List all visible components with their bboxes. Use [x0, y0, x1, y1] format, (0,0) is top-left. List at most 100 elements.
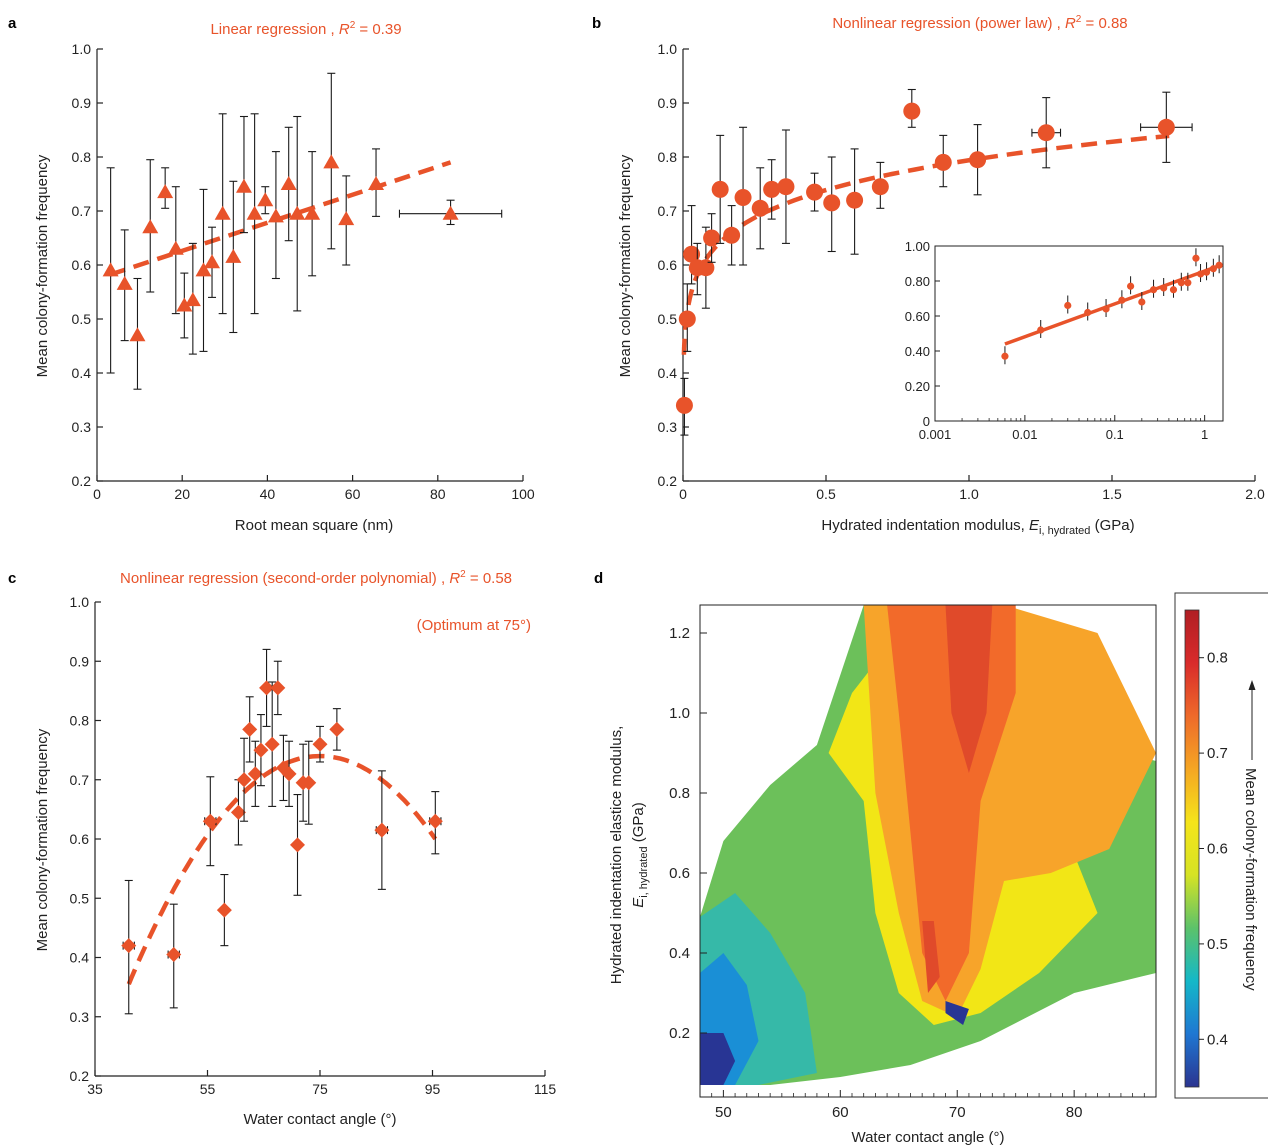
y-tick-label: 1.0	[72, 41, 92, 57]
y-tick-label: 0.5	[72, 311, 92, 327]
colorbar-arrow-head	[1248, 680, 1256, 690]
inset-data-point	[1177, 279, 1185, 287]
y-tick-label: 0.6	[72, 257, 92, 273]
data-point-circle	[703, 229, 721, 247]
y-tick-label: 0.9	[658, 95, 678, 111]
colorbar-label: Mean colony-formation frequency	[1242, 768, 1259, 991]
inset-x-tick-label: 0.1	[1106, 427, 1124, 442]
data-point-diamond	[121, 938, 137, 954]
data-point-circle	[697, 259, 715, 277]
data-point-triangle	[289, 205, 306, 220]
x-tick-label: 75	[312, 1081, 328, 1097]
data-point-circle	[846, 191, 864, 209]
panel-b-xlabel: Hydrated indentation modulus, Ei, hydrat…	[821, 517, 1134, 537]
panel-d-ylabel-sub: i, hydrated	[638, 846, 650, 897]
x-tick-label: 100	[511, 486, 535, 502]
data-point-diamond	[329, 721, 345, 737]
x-tick-label: 35	[87, 1081, 103, 1097]
data-point-triangle	[214, 205, 231, 220]
y-tick-label: 0.4	[72, 365, 92, 381]
data-point-circle	[1157, 118, 1175, 136]
y-tick-label: 1.0	[669, 705, 690, 722]
data-point-circle	[675, 396, 693, 414]
data-point-triangle	[323, 154, 340, 169]
inset-data-point	[1118, 296, 1126, 304]
data-point-circle	[871, 178, 889, 196]
y-tick-label: 0.7	[72, 203, 92, 219]
y-tick-label: 0.2	[658, 473, 678, 489]
data-point-diamond	[281, 766, 297, 782]
regression-fit-line	[126, 753, 438, 985]
data-point-diamond	[166, 947, 182, 963]
panel-b-xlabel-sub: i, hydrated	[1039, 525, 1090, 537]
y-tick-label: 0.6	[70, 831, 90, 847]
x-tick-label: 115	[534, 1081, 557, 1097]
data-point-diamond	[259, 680, 275, 696]
x-tick-label: 95	[425, 1081, 441, 1097]
data-point-triangle	[204, 254, 221, 269]
inset-x-tick-label: 0.01	[1012, 427, 1037, 442]
y-tick-label: 0.3	[72, 419, 92, 435]
y-tick-label: 0.6	[669, 865, 690, 882]
data-point-diamond	[236, 772, 252, 788]
panel-b-inset: 0.001 0.01 0.1 1 0 0.20 0.40 0.60 0.80 1.00	[905, 239, 1224, 442]
panel-label-b: b	[592, 15, 601, 32]
inset-data-point	[1138, 298, 1146, 306]
inset-data-point	[1102, 305, 1110, 313]
y-tick-label: 0.8	[70, 713, 90, 729]
y-tick-label: 1.0	[70, 594, 90, 610]
heatmap-contours	[700, 605, 1156, 1085]
data-point-circle	[903, 102, 921, 120]
inset-data-point	[1064, 301, 1072, 310]
x-tick-label: 0	[679, 486, 687, 502]
inset-data-point	[1209, 265, 1217, 273]
inset-y-tick-label: 1.00	[905, 239, 930, 254]
y-tick-label: 0.9	[72, 95, 92, 111]
panel-d-chart: Water contact angle (°) Hydrated indenta…	[608, 592, 1268, 1146]
y-tick-label: 0.2	[70, 1068, 90, 1084]
data-point-triangle	[195, 262, 212, 277]
panel-c-annotation: (Optimum at 75°)	[417, 617, 531, 634]
data-point-diamond	[202, 813, 218, 829]
data-point-diamond	[427, 813, 443, 829]
data-point-circle	[806, 183, 824, 201]
data-point-circle	[763, 180, 781, 198]
x-tick-label: 0.5	[816, 486, 836, 502]
data-point-diamond	[312, 736, 328, 752]
x-tick-label: 0	[93, 486, 101, 502]
data-point-circle	[823, 194, 841, 212]
panel-label-a: a	[8, 15, 17, 32]
panel-b-chart: Nonlinear regression (power law) , R2 = …	[617, 14, 1265, 537]
data-point-diamond	[264, 736, 280, 752]
data-point-diamond	[301, 775, 317, 791]
data-point-diamond	[270, 680, 286, 696]
data-point-triangle	[442, 205, 459, 220]
x-tick-label: 60	[832, 1104, 849, 1121]
data-point-circle	[683, 245, 701, 263]
inset-y-tick-label: 0.80	[905, 274, 930, 289]
inset-y-tick-label: 0	[923, 414, 930, 429]
x-tick-label: 60	[345, 486, 361, 502]
panel-label-c: c	[8, 570, 16, 587]
data-point-circle	[751, 199, 769, 217]
panel-a-title-sup: 2	[350, 20, 356, 31]
contour-region	[700, 1033, 736, 1085]
data-point-circle	[934, 153, 952, 171]
inset-data-point	[1001, 352, 1009, 360]
panel-c-title-suffix: = 0.58	[466, 570, 512, 587]
x-tick-label: 20	[174, 486, 190, 502]
data-point-circle	[1037, 124, 1055, 142]
inset-data-point	[1215, 261, 1223, 269]
y-tick-label: 0.5	[70, 890, 90, 906]
data-point-triangle	[167, 240, 184, 255]
panel-b-xlabel-prefix: Hydrated indentation modulus,	[821, 517, 1029, 534]
panel-b-xlabel-suffix: (GPa)	[1090, 517, 1134, 534]
inset-data-point	[1192, 254, 1200, 262]
data-point-triangle	[235, 178, 252, 193]
data-point-triangle	[116, 275, 133, 290]
data-point-triangle	[338, 211, 355, 226]
panel-label-d: d	[594, 570, 603, 587]
data-point-diamond	[242, 721, 258, 737]
panel-b-ylabel: Mean colony-formation frequency	[617, 154, 634, 377]
